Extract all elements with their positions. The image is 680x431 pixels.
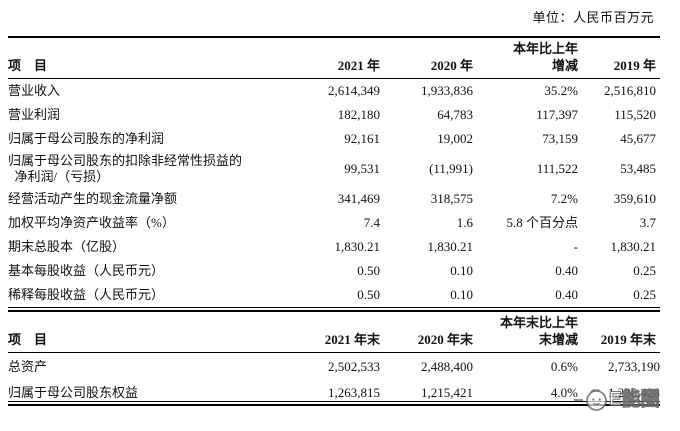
table-row: 加权平均净资产收益率（%） 7.4 1.6 5.8 个百分点 3.7 (8, 211, 660, 235)
watermark: E能圈 (574, 387, 660, 412)
annual-results-table: 项 目 2021 年 2020 年 本年比上年增减 2019 年 营业收入 2,6… (8, 36, 660, 308)
table-row: 基本每股收益（人民币元） 0.50 0.10 0.40 0.25 (8, 259, 660, 283)
col-header-change: 本年末比上年末增减 (473, 311, 578, 353)
value-cell: 92,161 (344, 131, 380, 146)
table-row: 归属于母公司股东的扣除非经常性损益的 净利润/（亏损） 99,531 (11,991… (8, 151, 660, 187)
item-label: 营业收入 (8, 83, 61, 98)
value-cell: 1,830.21 (427, 239, 474, 254)
unit-label: 单位：人民币百万元 (532, 10, 654, 25)
year-end-balance-table: 项 目 2021 年末 2020 年末 本年末比上年末增减 2019 年末 总资… (8, 310, 660, 405)
value-cell: 3.7 (639, 215, 656, 230)
value-cell: 5.8 个百分点 (506, 215, 578, 230)
value-cell: 1,215,421 (421, 384, 473, 400)
item-label: 稀释每股收益（人民币元） (8, 283, 304, 308)
value-cell: 1,830.21 (610, 239, 657, 254)
table-row: 稀释每股收益（人民币元） 0.50 0.10 0.40 0.25 (8, 283, 660, 308)
table-row: 总资产 2,502,533 2,488,400 0.6% 2,733,190 (8, 353, 660, 380)
value-cell: 0.50 (357, 263, 380, 278)
value-cell: 115,520 (614, 107, 656, 122)
value-cell: 64,783 (437, 107, 473, 122)
value-cell: 359,610 (613, 191, 656, 206)
watermark-text: E能圈 (608, 388, 660, 410)
value-cell: 0.40 (555, 263, 578, 278)
value-cell: 7.2% (550, 191, 578, 206)
col-header-2020: 2020 年 (380, 37, 473, 79)
item-label: 期末总股本（亿股） (8, 239, 126, 254)
col-header-change: 本年比上年增减 (473, 37, 578, 79)
col-header-item: 项 目 (8, 311, 304, 353)
value-cell: 0.25 (578, 283, 660, 308)
value-cell: 111,522 (536, 161, 578, 176)
value-cell: 182,180 (337, 107, 380, 122)
item-label: 基本每股收益（人民币元） (8, 263, 165, 278)
watermark-face-logo-icon (586, 389, 607, 411)
col-header-change-line2: 增减 (551, 58, 578, 73)
table-header-row: 项 目 2021 年 2020 年 本年比上年增减 2019 年 (8, 37, 660, 79)
table-header-row: 项 目 2021 年末 2020 年末 本年末比上年末增减 2019 年末 (8, 311, 660, 353)
col-header-change-line1: 本年末比上年 (499, 315, 578, 330)
item-label: 归属于母公司股东的扣除非经常性损益的 净利润/（亏损） (8, 153, 243, 184)
value-cell: 0.25 (633, 263, 656, 278)
table-row: 期末总股本（亿股） 1,830.21 1,830.21 - 1,830.21 (8, 235, 660, 259)
value-cell: 19,002 (437, 131, 473, 146)
table-row: 归属于母公司股东的净利润 92,161 19,002 73,159 45,677 (8, 127, 660, 151)
watermark-dash (574, 398, 583, 401)
value-cell: 0.40 (473, 283, 578, 308)
value-cell: 2,614,349 (328, 83, 380, 98)
col-header-2021: 2021 年 (304, 37, 380, 79)
value-cell: 0.10 (450, 263, 473, 278)
value-cell: 117,397 (536, 107, 578, 122)
col-header-change-line2: 末增减 (538, 332, 578, 347)
value-cell: (11,991) (429, 161, 473, 176)
item-label: 总资产 (8, 358, 48, 374)
table-row: 营业利润 182,180 64,783 117,397 115,520 (8, 103, 660, 127)
value-cell: 53,485 (620, 161, 656, 176)
value-cell: 73,159 (542, 131, 578, 146)
item-label: 归属于母公司股东权益 (8, 384, 139, 400)
value-cell: 1,933,836 (421, 83, 473, 98)
value-cell: 45,677 (620, 131, 656, 146)
col-header-change-line1: 本年比上年 (512, 41, 578, 56)
col-header-2020-end: 2020 年末 (380, 311, 473, 353)
value-cell: 318,575 (430, 191, 473, 206)
value-cell: - (573, 239, 578, 254)
value-cell: 341,469 (337, 191, 380, 206)
value-cell: 0.10 (380, 283, 473, 308)
table-row: 营业收入 2,614,349 1,933,836 35.2% 2,516,810 (8, 79, 660, 104)
value-cell: 2,502,533 (328, 358, 380, 374)
item-label: 营业利润 (8, 107, 61, 122)
col-header-2019: 2019 年 (578, 37, 660, 79)
value-cell: 2,488,400 (421, 358, 473, 374)
value-cell: 0.50 (304, 283, 380, 308)
item-label: 加权平均净资产收益率（%） (8, 215, 175, 230)
value-cell: 1.6 (456, 215, 473, 230)
col-header-2019-end: 2019 年末 (578, 311, 660, 353)
table-row: 归属于母公司股东权益 1,263,815 1,215,421 4.0% 1,230,42… (8, 379, 660, 405)
value-cell: 1,830.21 (334, 239, 381, 254)
value-cell: 1,263,815 (328, 384, 380, 400)
value-cell: 1,230,428 (608, 384, 660, 400)
item-label: 归属于母公司股东的净利润 (8, 131, 165, 146)
value-cell: 2,516,810 (604, 83, 656, 98)
value-cell: 4.0% (550, 384, 578, 400)
value-cell: 0.6% (550, 358, 578, 374)
value-cell: 99,531 (344, 161, 380, 176)
value-cell: 2,733,190 (608, 358, 660, 374)
table-row: 经营活动产生的现金流量净额 341,469 318,575 7.2% 359,610 (8, 187, 660, 211)
value-cell: 7.4 (363, 215, 380, 230)
table-bottom-double-rule (8, 401, 660, 406)
col-header-item: 项 目 (8, 37, 304, 79)
item-label: 经营活动产生的现金流量净额 (8, 191, 178, 206)
value-cell: 35.2% (544, 83, 578, 98)
col-header-2021-end: 2021 年末 (304, 311, 380, 353)
